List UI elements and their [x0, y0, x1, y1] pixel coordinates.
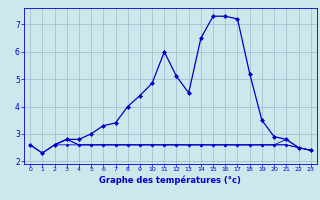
X-axis label: Graphe des températures (°c): Graphe des températures (°c)	[100, 175, 241, 185]
